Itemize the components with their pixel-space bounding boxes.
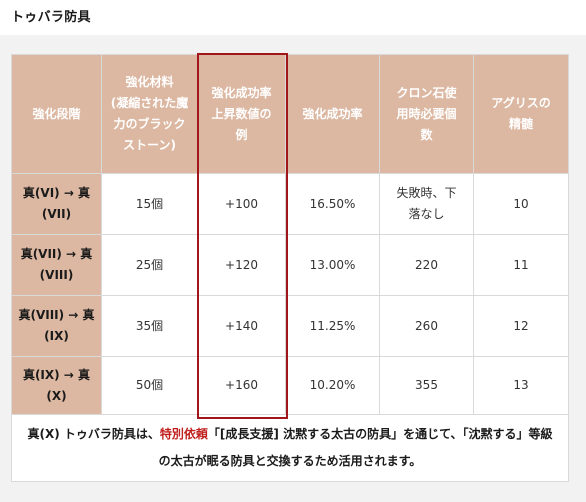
header-cron-stone: クロン石使用時必要個数 [379,54,474,174]
enhancement-table: 強化段階 強化材料 (凝縮された魔力のブラックストーン) 強化成功率上昇数値の例… [11,54,569,482]
special-request-highlight: 特別依頼 [159,427,208,441]
cell-stage: 真(VIII) → 真(IX) [11,295,102,357]
table-row: 真(IX) → 真(X) 50個 +160 10.20% 355 13 [11,356,569,415]
cell-cron-stone: 260 [379,295,474,357]
header-agris-essence: アグリスの精髄 [473,54,569,174]
cell-stage: 真(IX) → 真(X) [11,356,102,415]
cell-rate-increase: +140 [197,295,286,357]
cell-material: 50個 [101,356,198,415]
header-success-rate: 強化成功率 [285,54,380,174]
header-material: 強化材料 (凝縮された魔力のブラックストーン) [101,54,198,174]
cell-material: 35個 [101,295,198,357]
cell-agris-essence: 10 [473,173,569,235]
table-row: 真(VIII) → 真(IX) 35個 +140 11.25% 260 12 [11,295,569,357]
table-note: 真(X) トゥバラ防具は、特別依頼「[成長支援] 沈黙する太古の防具」を通じて、… [11,414,569,482]
header-success-rate-increase: 強化成功率上昇数値の例 [197,54,286,174]
table-row: 真(VII) → 真(VIII) 25個 +120 13.00% 220 11 [11,234,569,296]
cell-success-rate: 16.50% [285,173,380,235]
cell-rate-increase: +120 [197,234,286,296]
cell-success-rate: 10.20% [285,356,380,415]
cell-rate-increase: +160 [197,356,286,415]
cell-success-rate: 13.00% [285,234,380,296]
cell-agris-essence: 13 [473,356,569,415]
cell-stage: 真(VI) → 真(VII) [11,173,102,235]
cell-material: 15個 [101,173,198,235]
cell-material: 25個 [101,234,198,296]
cell-agris-essence: 12 [473,295,569,357]
cell-cron-stone: 220 [379,234,474,296]
cell-stage: 真(VII) → 真(VIII) [11,234,102,296]
table-row: 真(VI) → 真(VII) 15個 +100 16.50% 失敗時、下落なし … [11,173,569,235]
cell-cron-stone: 355 [379,356,474,415]
page-title: トゥバラ防具 [11,10,91,25]
cell-rate-increase: +100 [197,173,286,235]
cell-success-rate: 11.25% [285,295,380,357]
table-note-row: 真(X) トゥバラ防具は、特別依頼「[成長支援] 沈黙する太古の防具」を通じて、… [11,414,569,482]
cell-agris-essence: 11 [473,234,569,296]
header-stage: 強化段階 [11,54,102,174]
table-header-row: 強化段階 強化材料 (凝縮された魔力のブラックストーン) 強化成功率上昇数値の例… [11,54,569,174]
cell-cron-stone: 失敗時、下落なし [379,173,474,235]
